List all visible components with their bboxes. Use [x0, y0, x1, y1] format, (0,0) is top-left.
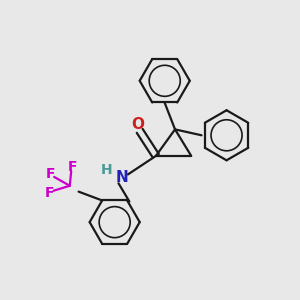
Text: O: O [132, 117, 145, 132]
Text: F: F [44, 186, 54, 200]
Text: F: F [68, 160, 77, 174]
Text: H: H [101, 163, 112, 177]
Text: F: F [46, 167, 56, 181]
Text: N: N [116, 170, 128, 185]
